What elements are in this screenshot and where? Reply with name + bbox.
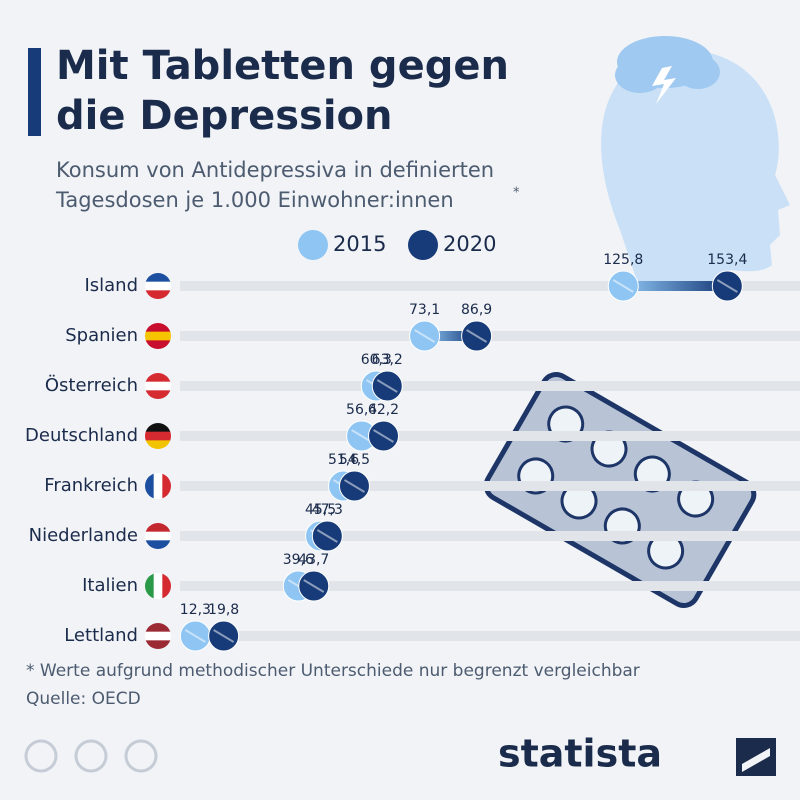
category-label: Österreich	[45, 374, 138, 396]
flag-stripe	[145, 531, 171, 541]
title-bar	[28, 48, 41, 136]
track	[180, 381, 800, 391]
flag-stripe	[145, 423, 171, 433]
legend-label: 2015	[333, 232, 386, 256]
flag-stripe	[162, 573, 171, 599]
source: Quelle: OECD	[26, 689, 141, 709]
category-label: Spanien	[65, 325, 138, 346]
pill-score	[466, 329, 488, 343]
flag-stripe	[145, 431, 171, 441]
track	[180, 431, 800, 441]
category-label: Niederlande	[29, 525, 138, 546]
pill-score	[303, 579, 325, 593]
license-icons	[24, 739, 158, 773]
brand-logo	[736, 738, 776, 776]
flag-stripe	[145, 640, 171, 649]
flag-stripe	[145, 381, 171, 391]
value-label: 153,4	[707, 252, 747, 268]
subtitle: Tagesdosen je 1.000 Einwohner:innen	[55, 188, 454, 212]
track	[180, 581, 800, 591]
flag-stripe	[145, 281, 171, 291]
flag-stripe	[145, 440, 171, 449]
flag-stripe	[145, 340, 171, 349]
category-label: Lettland	[64, 625, 138, 646]
flag	[145, 573, 171, 599]
pill-score	[184, 629, 206, 643]
head-illustration	[601, 36, 790, 290]
legend-swatch	[408, 230, 438, 260]
value-label: 51,6	[328, 452, 359, 468]
pill-score	[351, 429, 373, 443]
brand: statista	[498, 732, 662, 776]
flag-stripe	[145, 523, 171, 533]
value-label: 56,4	[346, 402, 377, 418]
pill-score	[316, 529, 338, 543]
track	[180, 531, 800, 541]
track	[180, 481, 800, 491]
flag-stripe	[145, 290, 171, 299]
pill-score	[612, 279, 634, 293]
category-label: Frankreich	[44, 475, 138, 496]
flag-stripe	[145, 631, 171, 641]
value-label: 39,6	[283, 552, 314, 568]
flag	[145, 423, 171, 449]
flag	[145, 523, 171, 549]
pill-score	[372, 429, 395, 443]
connector	[424, 331, 477, 341]
pill-score	[716, 279, 738, 293]
value-label: 45,5	[305, 502, 336, 518]
category-label: Deutschland	[25, 425, 138, 446]
value-label: 19,8	[208, 602, 239, 618]
connector	[623, 281, 728, 291]
title: Mit Tabletten gegen	[56, 43, 509, 89]
flag-stripe	[145, 373, 171, 383]
title: die Depression	[56, 93, 393, 139]
flag-stripe	[145, 323, 171, 333]
flag	[145, 323, 171, 349]
track	[180, 631, 800, 641]
value-label: 47,3	[312, 502, 343, 518]
flag-stripe	[145, 540, 171, 549]
flag-stripe	[162, 473, 171, 499]
flag-stripe	[153, 473, 163, 499]
category-label: Italien	[82, 575, 138, 596]
flag	[145, 473, 171, 499]
flag	[145, 623, 171, 649]
value-label: 62,2	[368, 402, 399, 418]
pill-score	[343, 479, 365, 493]
value-label: 86,9	[461, 302, 492, 318]
value-label: 73,1	[409, 302, 440, 318]
footnote: * Werte aufgrund methodischer Unterschie…	[26, 661, 640, 681]
pill-score	[414, 329, 436, 343]
flag-stripe	[145, 273, 171, 283]
flag-stripe	[145, 623, 171, 633]
pill-score	[376, 379, 398, 393]
pill-score	[213, 629, 235, 643]
legend-label: 2020	[443, 232, 496, 256]
flag	[145, 273, 171, 299]
flag-stripe	[145, 390, 171, 399]
flag-stripe	[153, 573, 163, 599]
flag-stripe	[145, 331, 171, 341]
value-label: 43,7	[298, 552, 329, 568]
value-label: 54,5	[339, 452, 370, 468]
legend-swatch	[298, 230, 328, 260]
track	[180, 281, 800, 291]
value-label: 63,2	[372, 352, 403, 368]
flag	[145, 373, 171, 399]
flag-stripe	[145, 573, 155, 599]
subtitle-mark: *	[513, 186, 520, 201]
subtitle: Konsum von Antidepressiva in definierten	[56, 158, 494, 182]
value-label: 12,3	[180, 602, 211, 618]
value-label: 60,3	[361, 352, 392, 368]
category-label: Island	[84, 275, 138, 296]
value-label: 125,8	[603, 252, 643, 268]
flag-stripe	[145, 473, 155, 499]
